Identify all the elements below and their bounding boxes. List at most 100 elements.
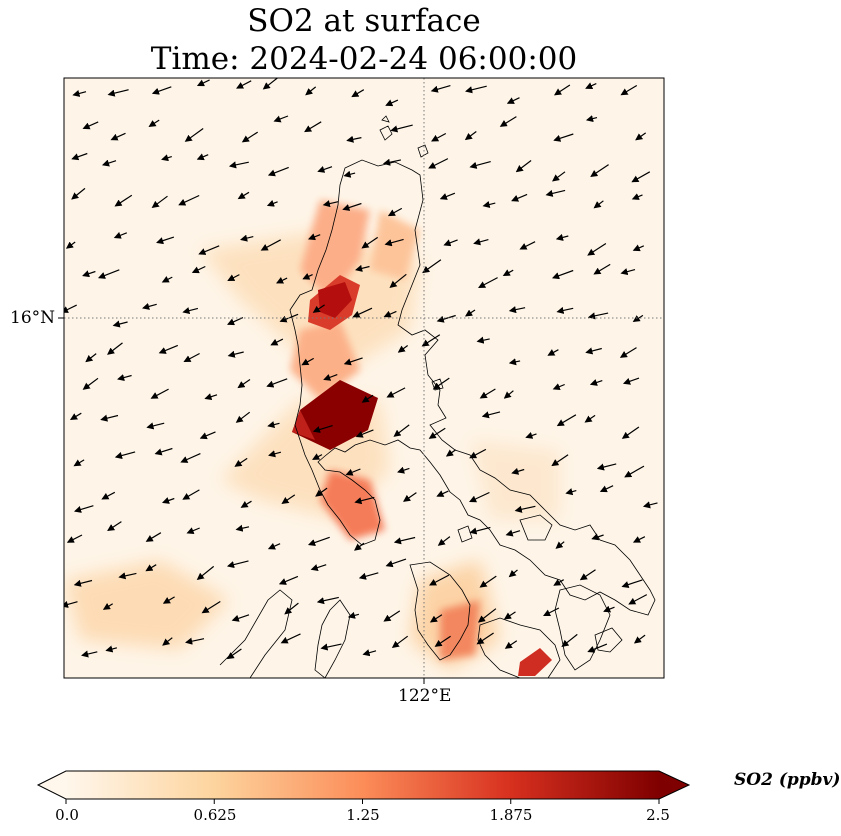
colorbar-tick-label: 1.875 (489, 806, 533, 824)
wind-arrow (508, 569, 518, 578)
wind-arrow (72, 89, 87, 97)
coastline-panay (477, 617, 561, 678)
wind-arrow (113, 231, 128, 239)
wind-arrow (436, 490, 449, 497)
wind-arrow (361, 236, 379, 249)
coastline-islet-1 (379, 125, 393, 141)
wind-arrow (345, 468, 361, 476)
wind-arrow (235, 524, 250, 532)
wind-arrow (158, 344, 179, 354)
wind-arrow (161, 497, 175, 504)
wind-arrow (241, 131, 259, 143)
wind-arrow (312, 304, 325, 313)
wind-arrow (97, 269, 120, 279)
wind-arrow (397, 466, 410, 474)
wind-arrow (587, 242, 607, 256)
wind-arrow (506, 97, 520, 104)
wind-arrow (553, 133, 574, 142)
so2-band-south (440, 600, 480, 660)
wind-arrow (156, 236, 175, 245)
wind-arrow (479, 575, 497, 588)
wind-arrow (431, 132, 447, 142)
wind-arrow (504, 640, 518, 649)
wind-arrow (237, 191, 250, 200)
wind-arrow (505, 529, 521, 537)
wind-arrow (556, 306, 574, 314)
wind-arrow (199, 431, 216, 440)
wind-arrow (631, 171, 651, 183)
wind-arrow (403, 492, 417, 502)
wind-arrow (565, 488, 577, 496)
wind-arrow (585, 82, 597, 89)
lat-tick-label: 16°N (10, 308, 56, 328)
wind-arrow (267, 166, 289, 177)
wind-arrow (552, 383, 565, 390)
wind-arrow (397, 345, 409, 353)
wind-arrow (307, 233, 321, 241)
wind-arrow (198, 245, 220, 255)
wind-arrow (145, 532, 162, 542)
wind-arrow (393, 536, 416, 545)
wind-arrow (478, 277, 498, 288)
wind-arrow (593, 200, 604, 209)
wind-arrow (117, 374, 132, 382)
coastline-small-isle (314, 599, 351, 678)
wind-arrow (624, 465, 645, 478)
wind-arrow (352, 307, 373, 318)
wind-arrow (479, 388, 496, 399)
wind-arrow (73, 579, 93, 587)
wind-arrow (178, 194, 200, 206)
map-frame (63, 77, 665, 679)
wind-arrow (186, 527, 200, 534)
wind-arrow (482, 200, 496, 208)
wind-arrow (182, 489, 200, 500)
wind-arrow (593, 263, 611, 275)
wind-arrow (278, 575, 299, 585)
so2-plume-southwest (64, 560, 230, 650)
wind-arrow (631, 193, 643, 200)
wind-arrow (464, 309, 476, 317)
wind-arrow (107, 89, 129, 97)
wind-arrow (196, 79, 210, 87)
wind-arrow (552, 171, 566, 182)
wind-arrow (73, 505, 94, 513)
wind-arrow (502, 269, 514, 276)
wind-arrow (599, 485, 614, 493)
wind-arrow (154, 447, 173, 456)
wind-arrow (270, 338, 284, 346)
wind-arrow (642, 501, 658, 509)
wind-arrow (633, 634, 646, 644)
wind-arrow (310, 564, 327, 571)
wind-arrow (543, 607, 560, 617)
wind-arrow (284, 602, 299, 615)
wind-arrow (101, 491, 116, 500)
wind-arrow (469, 448, 487, 459)
wind-arrow (383, 310, 397, 318)
wind-arrow (204, 393, 218, 401)
wind-arrow (73, 459, 85, 467)
wind-arrow (383, 610, 401, 622)
wind-arrow (635, 132, 647, 141)
wind-arrow (183, 352, 200, 363)
wind-arrow (301, 357, 314, 366)
colorbar-tick-label: 2.5 (646, 806, 670, 824)
so2-band-inland (290, 320, 360, 400)
wind-arrow (545, 189, 566, 197)
wind-arrow (355, 264, 370, 272)
wind-arrow (436, 314, 456, 323)
wind-arrow (587, 312, 609, 320)
wind-arrow (422, 259, 442, 274)
wind-arrow (551, 454, 569, 467)
wind-arrow (421, 334, 441, 347)
wind-arrow (382, 158, 402, 166)
wind-arrow (82, 377, 99, 390)
wind-arrow (591, 533, 604, 541)
wind-arrow (151, 195, 168, 209)
wind-arrow (632, 536, 646, 543)
wind-arrow (82, 270, 96, 278)
wind-arrow (262, 78, 279, 90)
wind-arrow (85, 353, 97, 363)
wind-arrow (320, 643, 342, 651)
wind-arrow (110, 132, 126, 141)
wind-arrow (235, 411, 251, 423)
